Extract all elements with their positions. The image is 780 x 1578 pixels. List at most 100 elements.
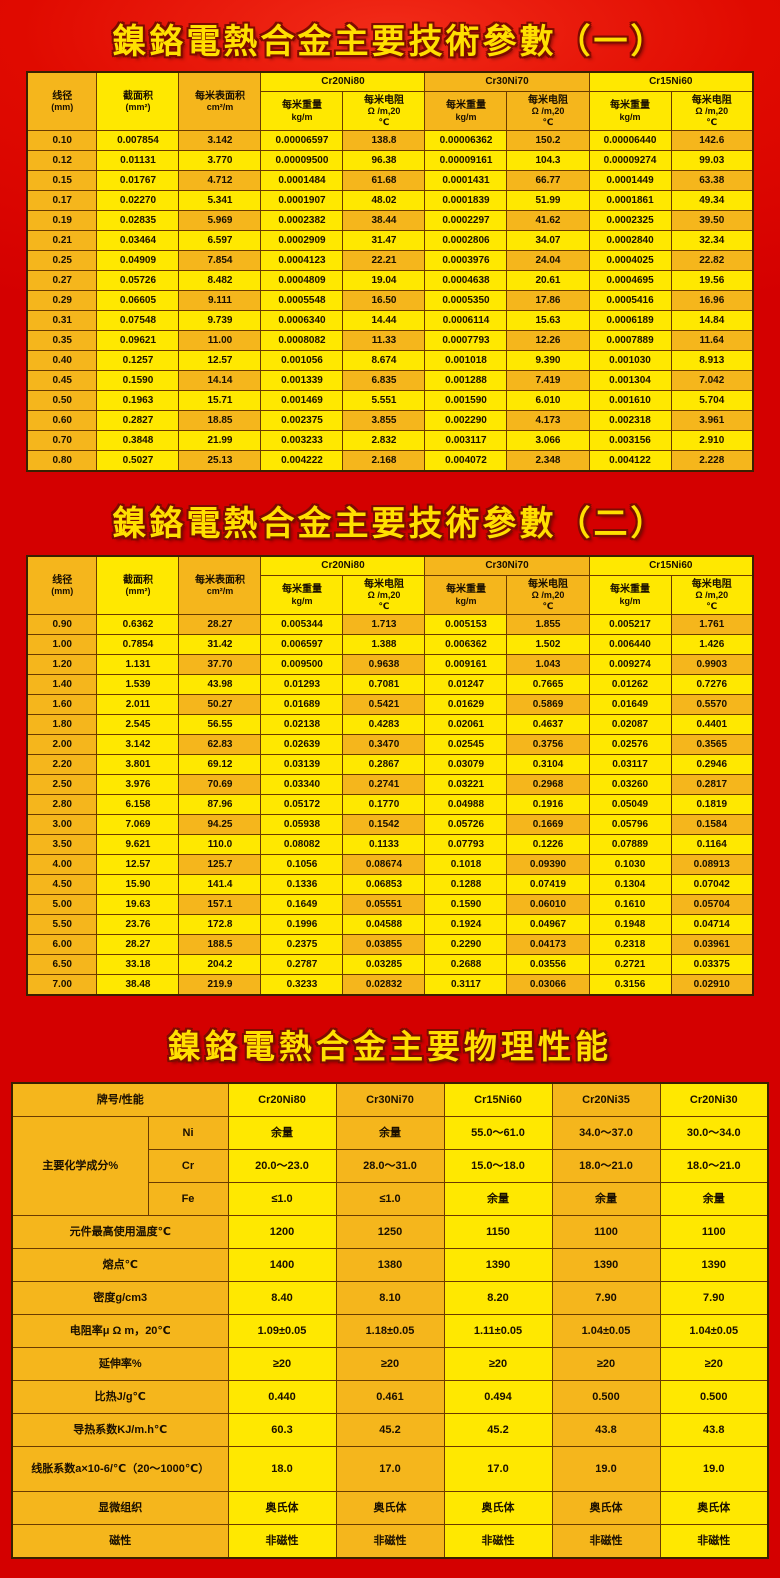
chem-element-label: Fe [147, 1182, 229, 1216]
table-cell: 0.003233 [260, 430, 344, 451]
table-cell: 2.910 [670, 430, 754, 451]
table-cell: 0.0006114 [424, 310, 508, 331]
table-cell: 0.001339 [260, 370, 344, 391]
table-cell: 0.06853 [342, 874, 426, 895]
table-cell: 非磁性 [551, 1524, 661, 1559]
table-cell: 69.12 [178, 754, 262, 775]
table-cell: 0.01689 [260, 694, 344, 715]
table-cell: 14.44 [342, 310, 426, 331]
table-cell: 0.001056 [260, 350, 344, 371]
table-cell: 0.0004809 [260, 270, 344, 291]
property-label: 熔点℃ [11, 1248, 229, 1282]
table-cell: 0.70 [26, 430, 98, 451]
table-cell: 8.20 [443, 1281, 553, 1315]
table-cell: 1.713 [342, 614, 426, 635]
table-cell: 60.3 [227, 1413, 337, 1447]
table-cell: 奥氏体 [335, 1491, 445, 1525]
table-cell: ≥20 [443, 1347, 553, 1381]
table-cell: 219.9 [178, 974, 262, 996]
t2-g3-resistance: 每米电阻 Ω /m,20 ℃ [670, 575, 754, 615]
table-cell: 0.009274 [588, 654, 672, 675]
table-cell: 0.500 [551, 1380, 661, 1414]
table-cell: 0.0001449 [588, 170, 672, 191]
table-cell: 1.855 [506, 614, 590, 635]
table-cell: 0.0007889 [588, 330, 672, 351]
table-row: 2.00 3.142 62.83 0.02639 0.3470 0.02545 0.3756… [26, 734, 754, 755]
table-cell: 0.0002909 [260, 230, 344, 251]
table-cell: 0.02910 [670, 974, 754, 996]
table-cell: 0.19 [26, 210, 98, 231]
table-cell: 1.20 [26, 654, 98, 675]
t1-group-cr30ni70: Cr30Ni70 [424, 71, 590, 92]
table-cell: 0.05049 [588, 794, 672, 815]
table-cell: 0.001030 [588, 350, 672, 371]
table-cell: 0.1584 [670, 814, 754, 835]
table-cell: 17.86 [506, 290, 590, 311]
table-cell: 0.03117 [588, 754, 672, 775]
table-cell: 12.26 [506, 330, 590, 351]
table-cell: 0.01629 [424, 694, 508, 715]
table-cell: ≥20 [551, 1347, 661, 1381]
table-cell: 87.96 [178, 794, 262, 815]
table-cell: 0.03260 [588, 774, 672, 795]
section1-title-band: 鎳鉻電熱合金主要技術參數（一） [0, 0, 780, 71]
table-cell: 0.29 [26, 290, 98, 311]
table-cell: 0.5869 [506, 694, 590, 715]
table-row: 0.45 0.1590 14.14 0.001339 6.835 0.001288 7.41… [26, 370, 754, 391]
table-cell: 0.0002382 [260, 210, 344, 231]
table1-subheader-row: 每米重量 kg/m 每米电阻 Ω /m,20 ℃ 每米重量 kg/m 每米电阻 [27, 91, 754, 131]
table-cell: 11.64 [670, 330, 754, 351]
table-cell: 6.597 [178, 230, 262, 251]
table-row: 密度g/cm3 8.40 8.10 8.20 7.90 7.90 [11, 1281, 769, 1315]
table-cell: 9.621 [96, 834, 180, 855]
table-cell: 30.0～34.0 [659, 1116, 769, 1150]
alloy-column-header: Cr20Ni30 [659, 1082, 769, 1117]
table-cell: 0.004222 [260, 450, 344, 472]
table-cell: 16.96 [670, 290, 754, 311]
table-cell: 39.50 [670, 210, 754, 231]
table-cell: 0.2290 [424, 934, 508, 955]
table-cell: 0.7081 [342, 674, 426, 695]
table-cell: 0.05704 [670, 894, 754, 915]
table1-group-header-row: 线径 (mm) 截面积 (mm²) 每米表面积 cm²/m Cr20Ni80 C… [26, 71, 754, 131]
table-cell: 7.90 [551, 1281, 661, 1315]
table-cell: 6.010 [506, 390, 590, 411]
table-cell: 0.02832 [342, 974, 426, 996]
table-cell: 0.60 [26, 410, 98, 431]
table-cell: 43.98 [178, 674, 262, 695]
table-cell: 0.0005350 [424, 290, 508, 311]
table-cell: 3.066 [506, 430, 590, 451]
table-cell: 28.27 [96, 934, 180, 955]
table-cell: 0.2688 [424, 954, 508, 975]
table-cell: 0.494 [443, 1380, 553, 1414]
table-cell: 51.99 [506, 190, 590, 211]
table-cell: 0.1133 [342, 834, 426, 855]
table-cell: 0.07419 [506, 874, 590, 895]
table-cell: 0.007854 [96, 130, 180, 151]
table-cell: 0.0004695 [588, 270, 672, 291]
alloy-column-header: Cr30Ni70 [335, 1082, 445, 1117]
alloy-column-header: Cr15Ni60 [443, 1082, 553, 1117]
table-cell: 1390 [443, 1248, 553, 1282]
table-cell: 1.426 [670, 634, 754, 655]
t1-col-surface: 每米表面积 cm²/m [178, 71, 262, 131]
table-cell: 3.770 [178, 150, 262, 171]
alloy-column-header: Cr20Ni35 [551, 1082, 661, 1117]
table-cell: 0.004072 [424, 450, 508, 472]
table-cell: 110.0 [178, 834, 262, 855]
table-cell: 0.02138 [260, 714, 344, 735]
property-label: 电阻率μ Ω m，20℃ [11, 1314, 229, 1348]
table-cell: 2.00 [26, 734, 98, 755]
table-cell: 18.0～21.0 [551, 1149, 661, 1183]
table-cell: 63.38 [670, 170, 754, 191]
section3-table-wrap: 牌号/性能 Cr20Ni80 Cr30Ni70 Cr15Ni60 Cr20Ni35 Cr2… [0, 1082, 780, 1561]
t1-g2-weight: 每米重量 kg/m [424, 91, 508, 131]
table-cell: 0.5570 [670, 694, 754, 715]
table-row: 1.60 2.011 50.27 0.01689 0.5421 0.01629 0.5869… [26, 694, 754, 715]
table-cell: 0.09390 [506, 854, 590, 875]
t1-g3-weight: 每米重量 kg/m [588, 91, 672, 131]
table-row: 6.50 33.18 204.2 0.2787 0.03285 0.2688 0.03556… [26, 954, 754, 975]
table-row: 2.20 3.801 69.12 0.03139 0.2867 0.03079 0.3104… [26, 754, 754, 775]
table-cell: 1.131 [96, 654, 180, 675]
table-cell: 3.976 [96, 774, 180, 795]
